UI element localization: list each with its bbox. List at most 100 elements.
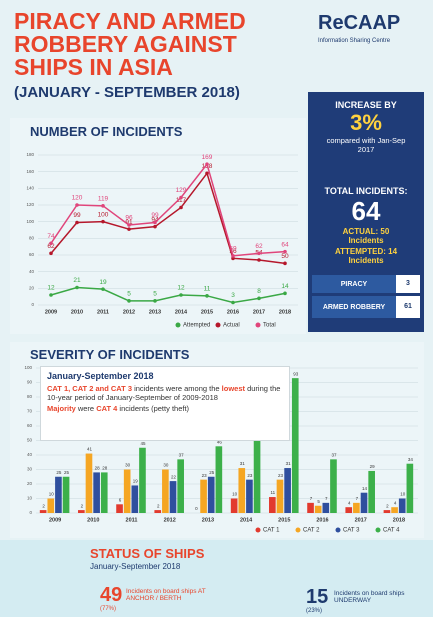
status-period: January-September 2018: [90, 562, 181, 571]
note-title: January-September 2018: [47, 371, 154, 381]
anchor-text: Incidents on board ships AT ANCHOR / BER…: [126, 588, 206, 602]
bar: [62, 476, 70, 513]
underway-count: 15: [306, 586, 329, 608]
point: [127, 299, 131, 303]
value-label: 30: [163, 463, 169, 468]
value-label: 93: [293, 371, 299, 376]
increase-value: 3%: [350, 110, 382, 135]
y-tick-label: 50: [27, 438, 33, 443]
y-tick-label: 40: [29, 269, 35, 274]
bar: [314, 505, 322, 513]
bar: [93, 472, 100, 513]
value-label: 2: [386, 503, 389, 508]
bar: [284, 468, 291, 513]
y-tick-label: 20: [29, 286, 35, 291]
y-tick-label: 180: [26, 152, 34, 157]
bar: [230, 498, 238, 513]
side-panel: INCREASE BY 3% compared with Jan-Sep 201…: [308, 92, 424, 332]
title: PIRACY AND ARMED ROBBERY AGAINST SHIPS I…: [14, 8, 246, 80]
bar: [78, 510, 85, 513]
bar: [291, 378, 299, 513]
value-label: 59: [229, 246, 237, 253]
point: [179, 293, 183, 297]
underway-text: Incidents on board ships UNDERWAY: [334, 590, 405, 604]
value-label: 12: [47, 285, 55, 292]
legend-label: Actual: [223, 323, 240, 329]
bar: [131, 485, 139, 513]
x-tick-label: 2009: [49, 517, 61, 523]
y-tick-label: 30: [27, 467, 33, 472]
legend-swatch: [255, 322, 261, 328]
anchor-pct: (77%): [100, 606, 117, 612]
x-tick-label: 2017: [355, 517, 367, 523]
point: [231, 256, 235, 261]
point: [153, 220, 157, 225]
value-label: 2: [157, 503, 160, 508]
piracy-count: 3: [396, 275, 420, 293]
note-box: January-September 2018 CAT 1, CAT 2 and …: [40, 366, 290, 441]
x-tick-label: 2016: [316, 517, 328, 523]
x-tick-label: 2010: [71, 309, 83, 315]
value-label: 23: [278, 473, 284, 478]
bullet-text: lowest: [221, 384, 245, 393]
underway-pct: (23%): [306, 608, 323, 614]
bar: [200, 479, 207, 513]
y-tick-label: 120: [26, 202, 34, 207]
bar: [307, 502, 314, 513]
x-tick-label: 2014: [240, 517, 253, 523]
bullet-text: CAT 4: [96, 404, 118, 413]
bar: [391, 507, 398, 513]
value-label: 0: [195, 506, 198, 511]
value-label: 99: [151, 212, 159, 219]
robbery-count: 61: [396, 296, 420, 318]
point: [75, 220, 79, 225]
bar: [39, 510, 47, 513]
value-label: 91: [125, 219, 133, 226]
value-label: 29: [370, 464, 376, 469]
value-label: 22: [171, 474, 177, 479]
y-tick-label: 140: [26, 186, 34, 191]
y-tick-label: 100: [24, 365, 32, 370]
value-label: 23: [202, 473, 208, 478]
total: 64: [351, 196, 381, 226]
point: [231, 254, 235, 258]
value-label: 11: [204, 286, 211, 293]
robbery: ARMED ROBBERY: [322, 303, 386, 311]
value-label: 19: [133, 479, 139, 484]
bar: [85, 453, 93, 513]
value-label: 28: [95, 466, 101, 471]
bar: [360, 492, 368, 513]
piracy: PIRACY: [340, 280, 368, 288]
value-label: 14: [281, 283, 289, 290]
section-title: SEVERITY OF INCIDENTS: [30, 347, 190, 362]
section-title: NUMBER OF INCIDENTS: [30, 124, 183, 139]
point: [49, 293, 53, 297]
value-label: 96: [125, 215, 133, 222]
legend-label: Total: [263, 323, 276, 329]
point: [153, 224, 157, 229]
point: [101, 287, 105, 291]
legend-label: CAT 4: [383, 528, 400, 534]
legend-swatch: [295, 527, 301, 533]
legend-swatch: [215, 322, 221, 328]
value-label: 6: [119, 497, 122, 502]
actual: ACTUAL: 50 Incidents: [342, 227, 390, 245]
point: [127, 227, 131, 231]
point: [75, 203, 79, 207]
value-label: 10: [232, 492, 238, 497]
legend-label: CAT 1: [263, 528, 280, 534]
y-tick-label: 60: [27, 423, 33, 428]
point: [231, 300, 235, 305]
value-label: 19: [99, 279, 107, 286]
x-tick-label: 2017: [253, 309, 265, 315]
value-label: 25: [209, 470, 215, 475]
value-label: 45: [140, 441, 146, 446]
point: [49, 251, 53, 256]
value-label: 100: [98, 211, 109, 218]
y-tick-label: 40: [27, 452, 33, 457]
bar: [406, 463, 414, 513]
bar: [139, 447, 146, 513]
value-label: 37: [179, 453, 185, 458]
bullet-text: were: [75, 404, 97, 413]
logo-sub: Information Sharing Centre: [318, 38, 391, 44]
